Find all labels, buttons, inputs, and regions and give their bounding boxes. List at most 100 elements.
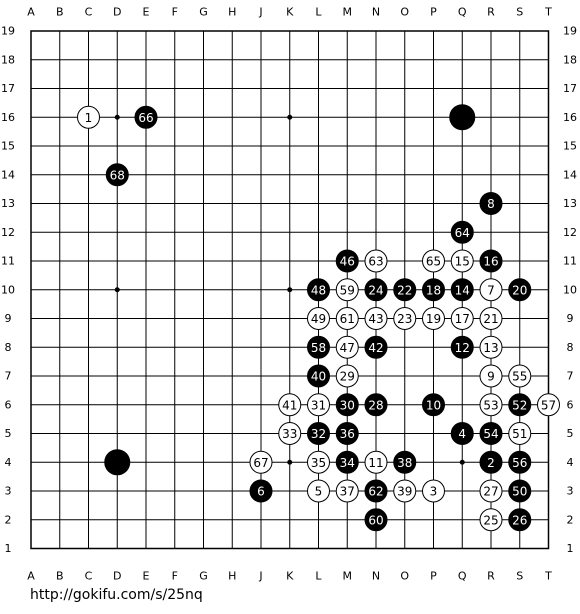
column-label: B	[56, 6, 64, 19]
black-stone	[364, 508, 388, 532]
black-stone	[479, 192, 503, 215]
star-point	[287, 459, 293, 465]
column-label: H	[228, 570, 236, 583]
column-label: H	[228, 6, 236, 19]
white-stone	[393, 479, 417, 503]
column-label: R	[487, 6, 495, 19]
move-number: 33	[282, 427, 297, 441]
row-label: 17	[563, 82, 577, 95]
move-number: 14	[455, 283, 470, 297]
move-number: 63	[368, 255, 383, 269]
move-number: 35	[311, 456, 326, 470]
white-stone	[479, 508, 503, 532]
black-stone	[105, 163, 129, 187]
move-number: 4	[458, 427, 466, 441]
white-stone	[422, 479, 445, 503]
white-stone	[479, 278, 503, 302]
row-label: 16	[1, 111, 15, 124]
move-number: 18	[426, 283, 441, 297]
move-number: 56	[512, 456, 527, 470]
row-label: 10	[563, 283, 577, 296]
column-label: P	[430, 570, 437, 583]
star-point	[114, 114, 120, 120]
move-number: 8	[487, 197, 495, 211]
black-stone	[335, 450, 359, 474]
white-stone	[422, 249, 445, 273]
move-number: 38	[397, 456, 412, 470]
move-number: 13	[483, 341, 498, 355]
row-label: 18	[1, 53, 15, 66]
black-stone	[364, 278, 388, 302]
column-label: G	[199, 570, 208, 583]
board-border	[30, 30, 550, 550]
black-stone	[393, 278, 417, 302]
move-number: 17	[455, 312, 470, 326]
white-stone	[479, 307, 503, 330]
white-stone	[278, 422, 302, 445]
row-label: 11	[1, 255, 15, 268]
black-stone	[364, 479, 388, 503]
white-stone	[278, 393, 302, 417]
column-label: N	[372, 570, 380, 583]
black-stone	[422, 278, 445, 302]
move-number: 58	[311, 341, 326, 355]
white-stone	[508, 364, 532, 388]
black-stone	[307, 278, 330, 302]
black-stone	[134, 105, 158, 129]
move-number: 25	[483, 513, 498, 527]
black-stone	[508, 450, 532, 474]
black-stone	[422, 393, 445, 417]
black-stone	[450, 220, 474, 244]
move-number: 6	[257, 485, 265, 499]
black-stone	[479, 249, 503, 273]
move-number: 21	[483, 312, 498, 326]
black-stone	[393, 450, 417, 474]
column-label: O	[400, 570, 409, 583]
move-number: 61	[340, 312, 355, 326]
move-number: 26	[512, 513, 527, 527]
move-number: 23	[397, 312, 412, 326]
column-label: S	[516, 570, 523, 583]
black-stone	[335, 422, 359, 445]
column-label: L	[315, 6, 322, 19]
black-stone	[249, 479, 273, 503]
move-number: 27	[483, 485, 498, 499]
move-number: 37	[340, 485, 355, 499]
black-stone	[335, 249, 359, 273]
move-number: 43	[368, 312, 383, 326]
black-stone	[364, 335, 388, 359]
white-stone	[335, 307, 359, 330]
row-label: 17	[1, 82, 15, 95]
move-number: 1	[85, 111, 93, 125]
white-stone	[307, 450, 330, 474]
column-label: D	[113, 6, 121, 19]
move-number: 29	[340, 370, 355, 384]
move-number: 16	[483, 255, 498, 269]
black-stone	[479, 422, 503, 445]
column-label: Q	[458, 6, 467, 19]
move-number: 7	[487, 283, 495, 297]
row-label: 19	[563, 25, 577, 38]
column-label: M	[343, 570, 353, 583]
column-label: K	[286, 570, 294, 583]
white-stone	[479, 335, 503, 359]
row-label: 12	[1, 226, 15, 239]
column-label: F	[172, 6, 178, 19]
row-label: 11	[563, 255, 577, 268]
row-label: 8	[567, 341, 574, 354]
white-stone	[422, 307, 445, 330]
column-label: E	[143, 570, 150, 583]
move-number: 64	[455, 226, 470, 240]
move-number: 3	[430, 485, 438, 499]
row-label: 18	[563, 53, 577, 66]
row-label: 10	[1, 283, 15, 296]
row-label: 2	[567, 513, 574, 526]
move-number: 15	[455, 255, 470, 269]
row-label: 8	[5, 341, 12, 354]
white-stone	[307, 393, 330, 417]
white-stone	[364, 249, 388, 273]
black-stone	[508, 479, 532, 503]
white-stone	[249, 450, 273, 474]
column-label: C	[85, 570, 93, 583]
move-number: 59	[340, 283, 355, 297]
